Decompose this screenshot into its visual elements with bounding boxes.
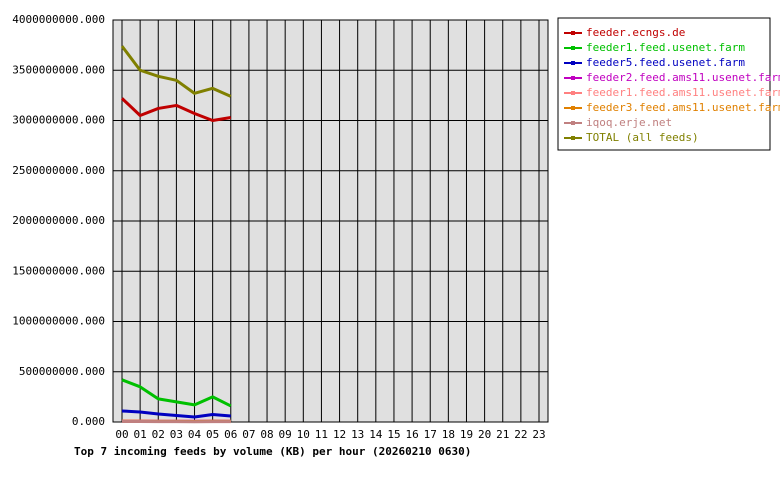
x-tick-label: 01 (134, 428, 147, 441)
legend-label: feeder.ecngs.de (586, 26, 685, 39)
series-line (121, 378, 232, 408)
x-tick-label: 10 (297, 428, 310, 441)
series-line (121, 409, 231, 419)
x-tick-label: 07 (242, 428, 255, 441)
y-tick-label: 0.000 (72, 415, 105, 428)
legend-label: feeder1.feed.usenet.farm (586, 41, 745, 54)
legend-label: iqoq.erje.net (586, 116, 672, 129)
y-tick-label: 2000000000.000 (12, 214, 105, 227)
x-tick-label: 05 (206, 428, 219, 441)
y-tick-label: 3500000000.000 (12, 63, 105, 76)
legend-marker (571, 46, 575, 50)
x-tick-label: 16 (405, 428, 418, 441)
series-line (120, 97, 232, 122)
legend-marker (571, 91, 575, 95)
x-tick-label: 17 (424, 428, 437, 441)
y-tick-label: 1000000000.000 (12, 315, 105, 328)
x-tick-label: 11 (315, 428, 328, 441)
legend-marker (571, 121, 575, 125)
y-tick-label: 3000000000.000 (12, 114, 105, 127)
legend-box (557, 17, 771, 151)
y-tick-label: 4000000000.000 (12, 13, 105, 26)
x-tick-label: 19 (460, 428, 473, 441)
series-line (120, 45, 232, 98)
y-tick-label: 2500000000.000 (12, 164, 105, 177)
x-tick-label: 02 (152, 428, 165, 441)
legend-label: feeder3.feed.ams11.usenet.farm (586, 101, 780, 114)
legend-marker (571, 31, 575, 35)
x-tick-label: 12 (333, 428, 346, 441)
x-tick-label: 22 (514, 428, 527, 441)
plot-border (112, 19, 549, 423)
x-tick-label: 21 (496, 428, 509, 441)
x-tick-label: 18 (442, 428, 455, 441)
x-tick-label: 06 (224, 428, 237, 441)
legend-label: feeder1.feed.ams11.usenet.farm (586, 86, 780, 99)
y-tick-label: 500000000.000 (19, 365, 105, 378)
x-tick-label: 15 (387, 428, 400, 441)
legend-marker (571, 76, 575, 80)
x-tick-label: 08 (260, 428, 273, 441)
x-tick-label: 14 (369, 428, 383, 441)
x-tick-label: 09 (279, 428, 292, 441)
legend-label: TOTAL (all feeds) (586, 131, 699, 144)
x-tick-label: 00 (115, 428, 128, 441)
x-tick-label: 13 (351, 428, 364, 441)
y-tick-label: 1500000000.000 (12, 264, 105, 277)
x-tick-label: 23 (532, 428, 545, 441)
legend-marker (571, 106, 575, 110)
legend-label: feeder2.feed.ams11.usenet.farm (586, 71, 780, 84)
x-tick-label: 04 (188, 428, 202, 441)
legend-marker (571, 61, 575, 65)
legend-marker (571, 136, 575, 140)
x-tick-label: 03 (170, 428, 183, 441)
legend-label: feeder5.feed.usenet.farm (586, 56, 745, 69)
chart-title: Top 7 incoming feeds by volume (KB) per … (74, 445, 471, 458)
x-tick-label: 20 (478, 428, 491, 441)
